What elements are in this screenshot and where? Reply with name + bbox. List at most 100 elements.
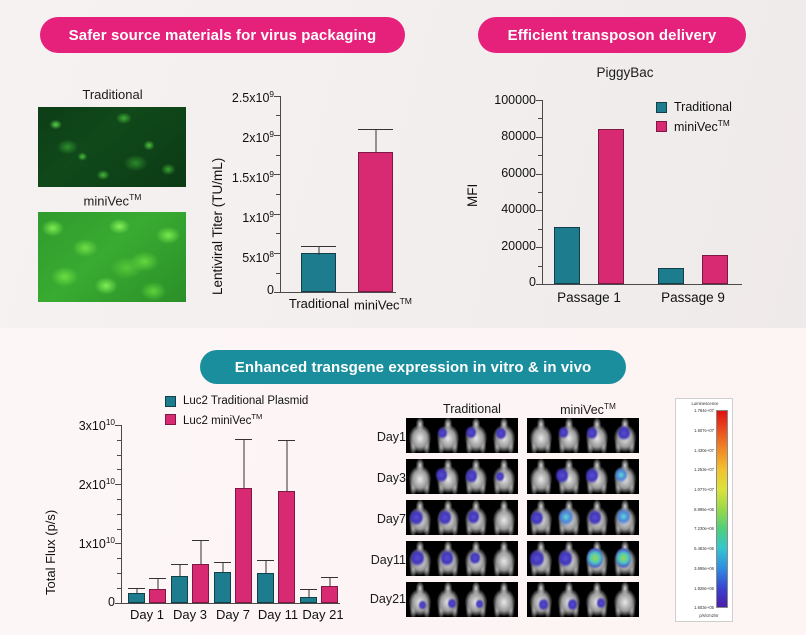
chart3-legend-swatch-minivec [165, 413, 176, 425]
chart2-tick-minor [538, 192, 542, 193]
imaging-row-label-day21: Day21 [369, 592, 406, 606]
chart3-xtick-day11: Day 11 [257, 607, 299, 622]
chart2-ytick-20000: 20000 [501, 239, 536, 253]
chart2-legend-label-traditional: Traditional [674, 100, 732, 114]
chart3-legend-item-minivec: Luc2 miniVecTM [165, 412, 308, 427]
chart2-tick-major [536, 100, 542, 101]
chart-total-flux: Luc2 Traditional Plasmid Luc2 miniVecTM … [25, 395, 370, 630]
chart2-y-axis [542, 100, 543, 285]
chart1-tick-minor [276, 273, 280, 274]
chart3-tick-major [115, 484, 121, 485]
chart2-tick-major [536, 247, 542, 248]
chart1-tick-minor [276, 233, 280, 234]
chart3-errorbar-day21-minivec [321, 577, 338, 586]
imaging-strip-minivec-day21 [527, 582, 639, 617]
chart3-tick-minor [117, 469, 121, 470]
chart1-xtick-traditional: Traditional [288, 296, 350, 311]
chart1-bar-minivec [358, 152, 393, 292]
chart1-ytick-1e9: 1x109 [242, 210, 274, 226]
colorbar-tick-7: 5.463e+06 [694, 546, 714, 551]
chart3-tick-minor [117, 529, 121, 530]
colorbar-tick-6: 7.230e+06 [694, 526, 714, 531]
banner-efficient-transposon-delivery: Efficient transposon delivery [478, 17, 746, 53]
imaging-strip-minivec-day11 [527, 541, 639, 576]
chart1-ytick-2_5e9: 2.5x109 [231, 90, 274, 106]
chart3-tick-major [115, 543, 121, 544]
imaging-column-header-traditional: Traditional [443, 402, 501, 416]
chart3-x-axis [121, 603, 340, 604]
chart3-bar-day11-minivec [278, 491, 295, 603]
chart3-errorbar-day21-traditional [300, 589, 317, 597]
colorbar-title: Luminescence [691, 401, 719, 406]
chart2-ytick-0: 0 [529, 275, 536, 289]
chart2-legend-item-minivec: miniVecTM [656, 119, 732, 134]
chart3-tick-minor [117, 573, 121, 574]
chart1-tick-minor [276, 155, 280, 156]
chart1-y-axis [280, 96, 281, 293]
chart2-legend: Traditional miniVecTM [656, 100, 732, 139]
chart3-legend-item-traditional: Luc2 Traditional Plasmid [165, 395, 308, 407]
imaging-row-label-day1: Day1 [376, 430, 406, 444]
chart2-legend-label-minivec: miniVecTM [674, 119, 730, 135]
micrograph-traditional-image [38, 107, 186, 187]
chart3-tick-major [115, 603, 121, 604]
chart3-xtick-day7: Day 7 [216, 607, 250, 622]
chart3-ytick-1e10: 1x1010 [78, 536, 115, 552]
chart1-errorbar-traditional [301, 246, 336, 255]
chart1-tick-minor [276, 115, 280, 116]
colorbar-tick-1: 1.607e+07 [694, 428, 714, 433]
chart2-x-axis [542, 284, 742, 285]
chart2-tick-major [536, 210, 542, 211]
chart-piggybac-mfi: PiggyBac MFI 100000 80000 60000 40000 20… [460, 62, 780, 312]
chart3-errorbar-day11-minivec [278, 440, 295, 491]
chart3-y-axis [121, 425, 122, 604]
chart3-errorbar-day7-traditional [214, 562, 231, 572]
chart3-y-axis-label: Total Flux (p/s) [43, 509, 58, 595]
imaging-strip-traditional-day11 [406, 541, 518, 576]
chart3-xtick-day3: Day 3 [173, 607, 207, 622]
chart1-bar-traditional [301, 253, 336, 292]
imaging-row-label-day3: Day3 [376, 471, 406, 485]
chart2-tick-minor [538, 118, 542, 119]
micrograph-label-minivec: miniVecTM [83, 192, 142, 209]
chart2-bar-passage1-traditional [554, 227, 580, 284]
imaging-strip-minivec-day7 [527, 500, 639, 535]
chart2-bar-passage9-minivec [702, 255, 728, 284]
chart1-tick-major [274, 214, 280, 215]
chart1-tick-major [274, 174, 280, 175]
chart2-legend-swatch-traditional [656, 101, 667, 113]
chart1-x-axis [280, 292, 396, 293]
chart1-tick-major [274, 135, 280, 136]
chart3-legend-label-traditional: Luc2 Traditional Plasmid [183, 395, 309, 407]
chart2-title: PiggyBac [596, 65, 654, 80]
colorbar-tick-9: 1.928e+06 [694, 586, 714, 591]
imaging-strip-traditional-day7 [406, 500, 518, 535]
chart2-xtick-passage9: Passage 9 [661, 290, 725, 305]
chart3-tick-minor [117, 514, 121, 515]
chart3-bar-day7-minivec [235, 488, 252, 603]
colorbar-tick-10: 1.603e+05 [694, 605, 714, 610]
chart3-ytick-2e10: 2x1010 [78, 477, 115, 493]
colorbar-tick-2: 1.430e+07 [694, 448, 714, 453]
chart2-ytick-100000: 100000 [494, 93, 536, 107]
imaging-row-label-day11: Day11 [370, 553, 406, 567]
chart3-errorbar-day7-minivec [235, 439, 252, 488]
chart2-xtick-passage1: Passage 1 [557, 290, 621, 305]
chart2-bar-passage9-traditional [658, 268, 684, 284]
micrograph-label-traditional: Traditional [82, 87, 143, 102]
luminescence-colorbar-panel: Luminescence 1.784e+07 1.607e+07 1.430e+… [675, 398, 733, 622]
chart2-bar-passage1-minivec [598, 129, 624, 284]
chart3-xtick-day1: Day 1 [130, 607, 164, 622]
colorbar-tick-4: 1.077e+07 [694, 487, 714, 492]
chart3-bar-day21-traditional [300, 597, 317, 603]
chart3-bar-day11-traditional [257, 573, 274, 603]
chart2-legend-item-traditional: Traditional [656, 100, 732, 114]
chart2-tick-minor [538, 266, 542, 267]
banner-safer-source-materials: Safer source materials for virus packagi… [40, 17, 405, 53]
chart1-ytick-2e9: 2x109 [242, 130, 274, 146]
chart3-errorbar-day1-traditional [128, 588, 145, 593]
chart2-ytick-60000: 60000 [501, 166, 536, 180]
chart3-legend-swatch-traditional [165, 395, 176, 407]
chart3-ytick-3e10: 3x1010 [78, 418, 115, 434]
chart3-legend-label-minivec: Luc2 miniVecTM [183, 412, 263, 427]
